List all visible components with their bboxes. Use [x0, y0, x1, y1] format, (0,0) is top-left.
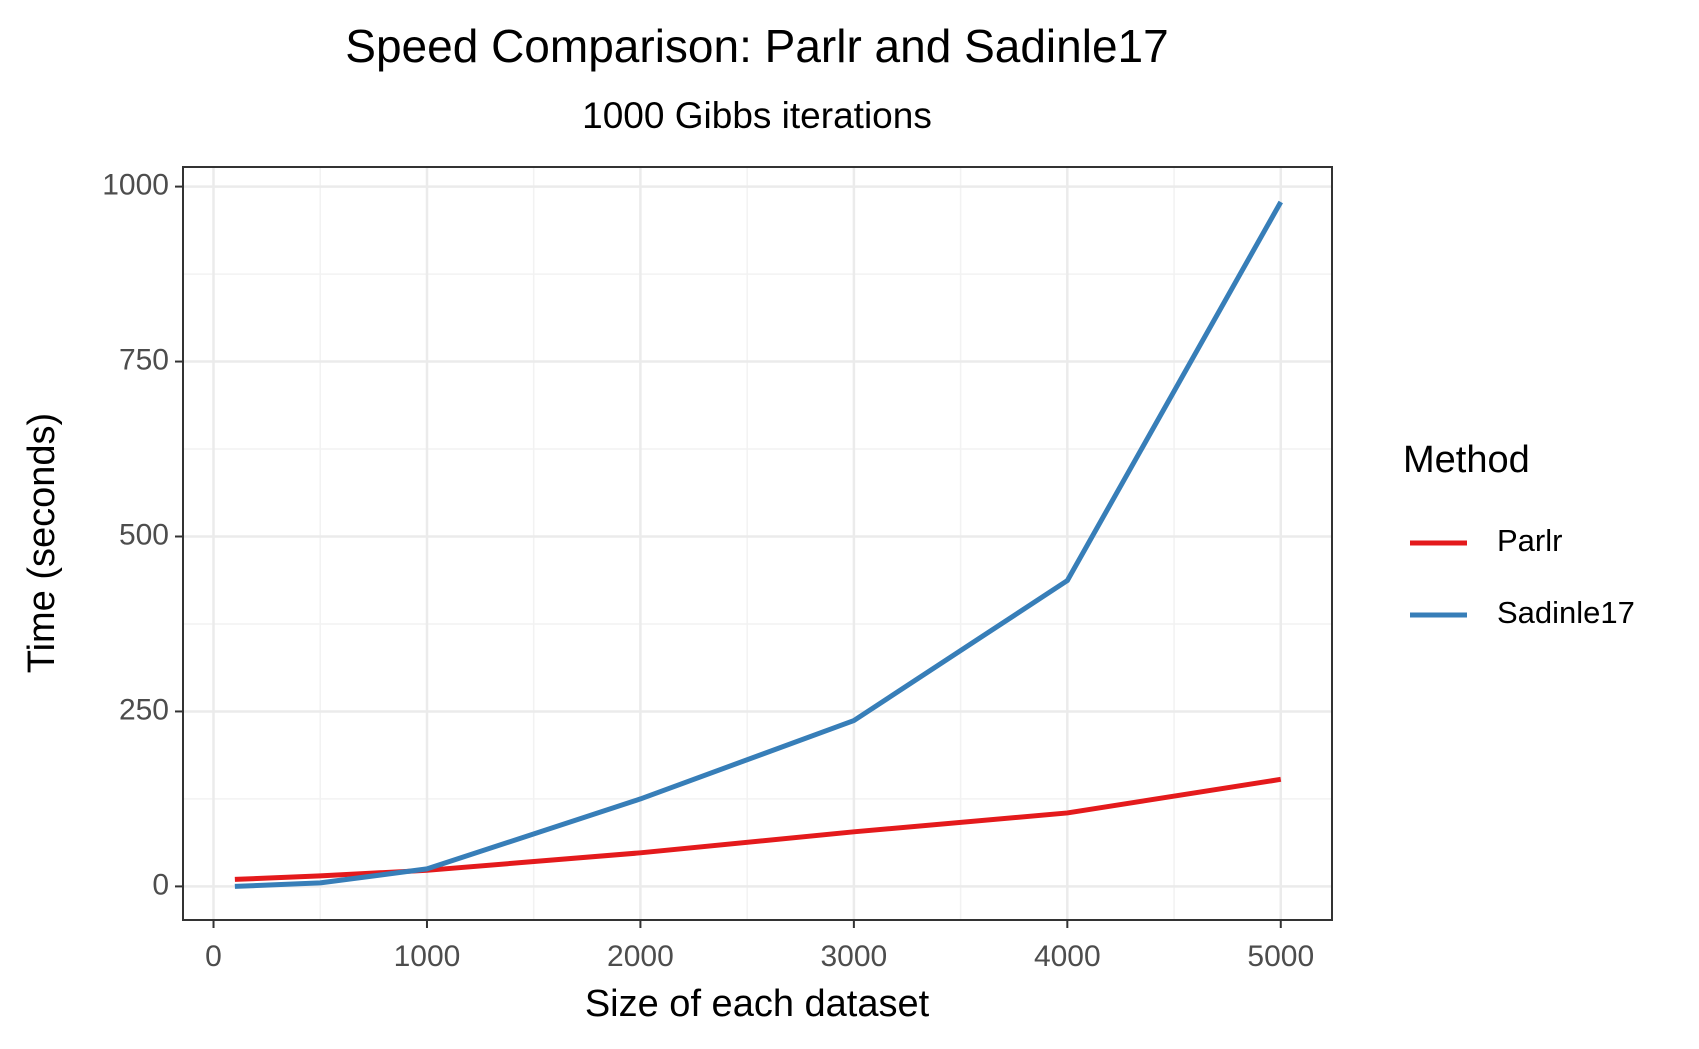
- axes: 0 1000 2000 3000 4000 5000 0 250 500 750 1000: [102, 169, 1314, 973]
- x-tick-label: 5000: [1247, 940, 1314, 973]
- legend: Parlr Sadinle17: [1410, 523, 1635, 630]
- x-tick-label: 1000: [394, 940, 461, 973]
- legend-title: Method: [1403, 439, 1530, 481]
- y-tick-label: 500: [119, 518, 169, 551]
- x-tick-label: 3000: [820, 940, 887, 973]
- y-axis-label: Time (seconds): [21, 413, 63, 673]
- y-tick-label: 250: [119, 693, 169, 726]
- series-line: [234, 776, 1282, 882]
- grid: [183, 167, 1332, 920]
- legend-label: Sadinle17: [1497, 595, 1635, 630]
- y-tick-label: 0: [152, 868, 169, 901]
- y-tick-label: 750: [119, 343, 169, 376]
- chart-title: Speed Comparison: Parlr and Sadinle17: [345, 20, 1168, 72]
- series-line: [234, 200, 1283, 889]
- panel-border: [182, 166, 1333, 921]
- y-tick-label: 1000: [102, 169, 169, 202]
- x-tick-label: 2000: [607, 940, 674, 973]
- lines: [234, 200, 1283, 889]
- legend-label: Parlr: [1497, 523, 1562, 558]
- x-axis-label: Size of each dataset: [585, 983, 930, 1025]
- x-tick-label: 0: [205, 940, 222, 973]
- x-tick-label: 4000: [1034, 940, 1101, 973]
- chart-subtitle: 1000 Gibbs iterations: [582, 95, 932, 136]
